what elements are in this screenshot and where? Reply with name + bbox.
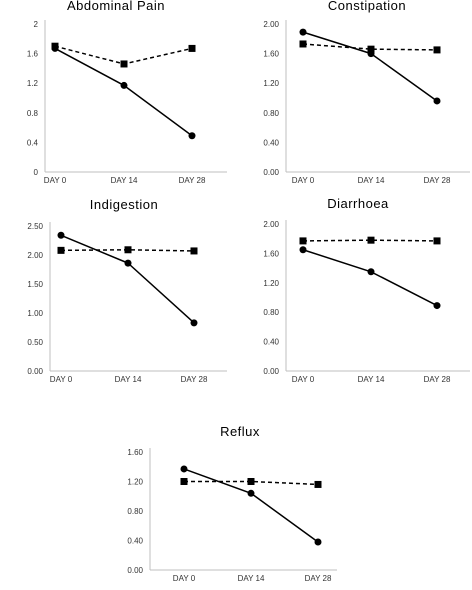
y-tick-label: 1.60 — [127, 448, 143, 457]
x-tick-label: DAY 28 — [424, 375, 451, 384]
y-tick-label: 1.00 — [27, 309, 43, 318]
data-point-square — [190, 247, 198, 255]
chart-panel-1: Abdominal Pain 0 0.4 0.8 1.2 1.6 2 DAY 0 DAY 14 D… — [27, 0, 227, 185]
chart-panel-2: Constipation 0.00 0.40 0.80 1.20 1.60 2.00 DAY … — [263, 0, 470, 185]
data-point-circle — [299, 246, 307, 254]
y-tick-label: 0.00 — [127, 566, 143, 575]
chart-title: Reflux — [220, 424, 260, 439]
y-tick-label: 1.50 — [27, 280, 43, 289]
y-tick-label: 1.6 — [27, 50, 39, 59]
y-tick-label: 0.40 — [263, 338, 279, 347]
chart-panel-4: Diarrhoea 0.00 0.40 0.80 1.20 1.60 2.00 DAY 0 DA… — [263, 196, 470, 384]
y-tick-label: 1.20 — [263, 279, 279, 288]
x-tick-label: DAY 14 — [358, 176, 385, 185]
y-tick-label: 0 — [34, 168, 39, 177]
y-tick-label: 0.80 — [263, 109, 279, 118]
series-line-dashed — [302, 239, 438, 242]
data-point-square — [188, 44, 196, 52]
series-line-dashed — [302, 43, 438, 51]
x-tick-label: DAY 28 — [305, 574, 332, 583]
data-point-circle — [188, 132, 196, 140]
series-line-dashed — [60, 249, 195, 252]
y-tick-label: 2 — [34, 20, 39, 29]
x-tick-label: DAY 0 — [292, 375, 315, 384]
y-tick-label: 0.80 — [127, 507, 143, 516]
y-tick-label: 0.00 — [27, 367, 43, 376]
data-point-square — [433, 46, 441, 54]
chart-title: Constipation — [328, 0, 406, 13]
x-tick-label: DAY 28 — [179, 176, 206, 185]
x-tick-label: DAY 14 — [238, 574, 265, 583]
y-tick-label: 0.00 — [263, 367, 279, 376]
y-tick-label: 0.80 — [263, 308, 279, 317]
data-point-square — [314, 480, 322, 488]
y-tick-label: 2.00 — [263, 220, 279, 229]
x-tick-label: DAY 14 — [111, 176, 138, 185]
y-tick-label: 0.40 — [263, 138, 279, 147]
data-point-circle — [314, 538, 322, 546]
y-tick-label: 1.2 — [27, 79, 39, 88]
chart-panel-3: Indigestion 0.00 0.50 1.00 1.50 2.00 2.50 DAY 0… — [27, 197, 227, 384]
y-tick-label: 2.50 — [27, 222, 43, 231]
y-tick-label: 1.20 — [263, 79, 279, 88]
chart-panel-5: Reflux 0.00 0.40 0.80 1.20 1.60 DAY 0 DAY 14 DAY… — [127, 424, 337, 583]
y-tick-label: 0.00 — [263, 168, 279, 177]
x-tick-label: DAY 0 — [292, 176, 315, 185]
series-line-solid — [302, 249, 438, 307]
x-tick-label: DAY 14 — [358, 375, 385, 384]
data-point-circle — [124, 259, 132, 267]
x-tick-label: DAY 28 — [424, 176, 451, 185]
y-tick-label: 1.60 — [263, 249, 279, 258]
data-point-square — [433, 237, 441, 245]
data-point-square — [367, 236, 375, 244]
y-tick-label: 0.4 — [27, 138, 39, 147]
chart-title: Indigestion — [90, 197, 158, 212]
data-point-circle — [120, 81, 128, 89]
data-point-square — [180, 478, 188, 485]
data-point-circle — [180, 465, 188, 473]
data-point-circle — [190, 319, 198, 327]
data-point-circle — [367, 50, 375, 58]
data-point-circle — [433, 97, 441, 105]
series-line-solid — [302, 31, 438, 102]
data-point-circle — [367, 268, 375, 276]
data-point-circle — [57, 231, 65, 239]
chart-title: Diarrhoea — [327, 196, 389, 211]
data-point-circle — [247, 489, 255, 497]
data-point-square — [299, 40, 307, 48]
data-point-square — [299, 237, 307, 245]
y-tick-label: 0.50 — [27, 338, 43, 347]
data-point-square — [124, 246, 132, 254]
data-point-circle — [433, 302, 441, 310]
data-point-square — [57, 246, 65, 254]
x-tick-label: DAY 0 — [50, 375, 73, 384]
data-point-square — [247, 478, 255, 485]
chart-title: Abdominal Pain — [67, 0, 165, 13]
y-tick-label: 0.8 — [27, 109, 39, 118]
data-point-square — [367, 45, 375, 53]
y-tick-label: 1.60 — [263, 50, 279, 59]
y-tick-label: 1.20 — [127, 478, 143, 487]
x-tick-label: DAY 0 — [173, 574, 196, 583]
x-tick-label: DAY 0 — [44, 176, 67, 185]
y-tick-label: 2.00 — [263, 20, 279, 29]
y-tick-label: 0.40 — [127, 537, 143, 546]
data-point-circle — [299, 28, 307, 36]
data-point-circle — [51, 44, 59, 52]
x-tick-label: DAY 28 — [181, 375, 208, 384]
y-tick-label: 2.00 — [27, 251, 43, 260]
x-tick-label: DAY 14 — [115, 375, 142, 384]
data-point-square — [120, 60, 128, 68]
